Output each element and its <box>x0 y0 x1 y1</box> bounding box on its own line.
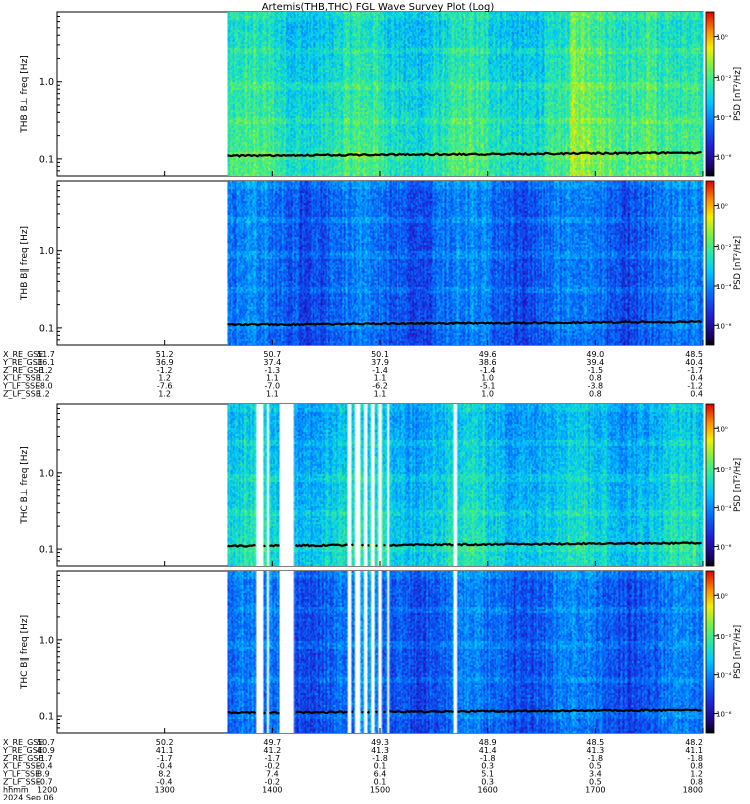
colorbar-tick-label: 10⁻² <box>716 75 732 83</box>
ephem-row-label: Z_LF_SSE <box>3 390 41 399</box>
time-tick-label: 1300 <box>154 785 174 794</box>
colorbar-tick-label: 10⁻⁶ <box>716 322 732 330</box>
colorbar-label: PSD [nT²/Hz] <box>733 67 743 121</box>
spectrogram-panel-3: 0.1 1.0 THC B⊥ freq [Hz] <box>20 404 703 566</box>
spectrogram-panel-4: 0.1 1.0 THC B∥ freq [Hz] <box>20 571 703 733</box>
y-axis-label: THC B∥ freq [Hz] <box>20 615 30 690</box>
y-tick-label: 0.1 <box>39 154 54 165</box>
time-tick-label: 1600 <box>477 785 497 794</box>
colorbar-tick-label: 10⁻⁴ <box>716 505 732 513</box>
colorbar-gradient <box>706 571 714 733</box>
frequency-line <box>368 712 370 713</box>
frequency-line <box>352 544 354 545</box>
colorbar-1: 10⁰ 10⁻² 10⁻⁴ 10⁻⁶ PSD [nT²/Hz] <box>706 12 743 176</box>
colorbar-tick-label: 10⁻⁴ <box>716 114 732 122</box>
colorbar-label: PSD [nT²/Hz] <box>733 458 743 512</box>
colorbar-tick-label: 10⁻⁶ <box>716 711 732 719</box>
y-axis-label: THB B∥ freq [Hz] <box>20 226 30 301</box>
y-tick-label: 1.0 <box>39 468 54 479</box>
frequency-line <box>362 544 364 545</box>
ephem-value: 1.0 <box>481 390 494 399</box>
colorbar-tick-label: 10⁻⁴ <box>716 283 732 291</box>
colorbar-tick-label: 10⁻⁶ <box>716 153 732 161</box>
y-tick-label: 1.0 <box>39 246 54 257</box>
y-tick-label: 0.1 <box>39 323 54 334</box>
colorbar-tick-label: 10⁰ <box>716 34 728 42</box>
colorbar-gradient <box>706 404 714 566</box>
figure-title: Artemis(THB,THC) FGL Wave Survey Plot (L… <box>262 2 495 13</box>
y-tick-label: 0.1 <box>39 545 54 556</box>
colorbar-2: 10⁰ 10⁻² 10⁻⁴ 10⁻⁶ PSD [nT²/Hz] <box>706 181 743 345</box>
frequency-line <box>384 712 386 713</box>
frequency-line <box>270 545 280 546</box>
y-tick-label: 1.0 <box>39 77 54 88</box>
time-tick-label: 1700 <box>585 785 605 794</box>
colorbar-tick-label: 10⁰ <box>716 203 728 211</box>
colorbar-3: 10⁰ 10⁻² 10⁻⁴ 10⁻⁶ PSD [nT²/Hz] <box>706 404 743 566</box>
spectrogram-panel-2: 0.1 1.0 THB B∥ freq [Hz] <box>20 181 703 345</box>
frequency-line <box>228 545 256 546</box>
colorbar-gradient <box>706 12 714 176</box>
ephem-value: 1.2 <box>158 390 171 399</box>
spectrogram-image <box>227 404 703 566</box>
time-tick-label: 1500 <box>370 785 390 794</box>
spectrogram-image <box>227 12 703 176</box>
colorbar-4: 10⁰ 10⁻² 10⁻⁴ 10⁻⁶ PSD [nT²/Hz] <box>706 571 743 733</box>
spectrogram-image <box>227 571 703 733</box>
frequency-line <box>376 711 378 712</box>
ephem-value: 1.2 <box>37 390 50 399</box>
colorbar-gradient <box>706 181 714 345</box>
colorbar-tick-label: 10⁻⁶ <box>716 544 732 552</box>
colorbar-tick-label: 10⁻² <box>716 633 732 641</box>
spectrogram-image <box>227 181 703 345</box>
colorbar-tick-label: 10⁻² <box>716 244 732 252</box>
ephem-value: 1.1 <box>266 390 279 399</box>
y-axis-label: THB B⊥ freq [Hz] <box>20 55 30 133</box>
colorbar-label: PSD [nT²/Hz] <box>733 625 743 679</box>
time-tick-label: 1400 <box>262 785 282 794</box>
colorbar-tick-label: 10⁻² <box>716 466 732 474</box>
frequency-line <box>228 712 256 713</box>
y-tick-label: 1.0 <box>39 635 54 646</box>
ephem-value: 0.8 <box>589 390 602 399</box>
frequency-line <box>264 546 266 547</box>
colorbar-tick-label: 10⁰ <box>716 592 728 600</box>
colorbar-tick-label: 10⁻⁴ <box>716 672 732 680</box>
colorbar-tick-label: 10⁰ <box>716 425 728 433</box>
ephem-value: 1.1 <box>374 390 387 399</box>
colorbar-label: PSD [nT²/Hz] <box>733 236 743 290</box>
spectrogram-panel-1: 0.1 1.0 THB B⊥ freq [Hz] <box>20 12 703 176</box>
y-axis-label: THC B⊥ freq [Hz] <box>20 446 30 525</box>
ephem-value: 0.4 <box>690 390 703 399</box>
y-tick-label: 0.1 <box>39 712 54 723</box>
frequency-line <box>390 711 454 713</box>
time-tick-label: 1800 <box>683 785 703 794</box>
date-label: 2024 Sep 06 <box>3 793 54 800</box>
